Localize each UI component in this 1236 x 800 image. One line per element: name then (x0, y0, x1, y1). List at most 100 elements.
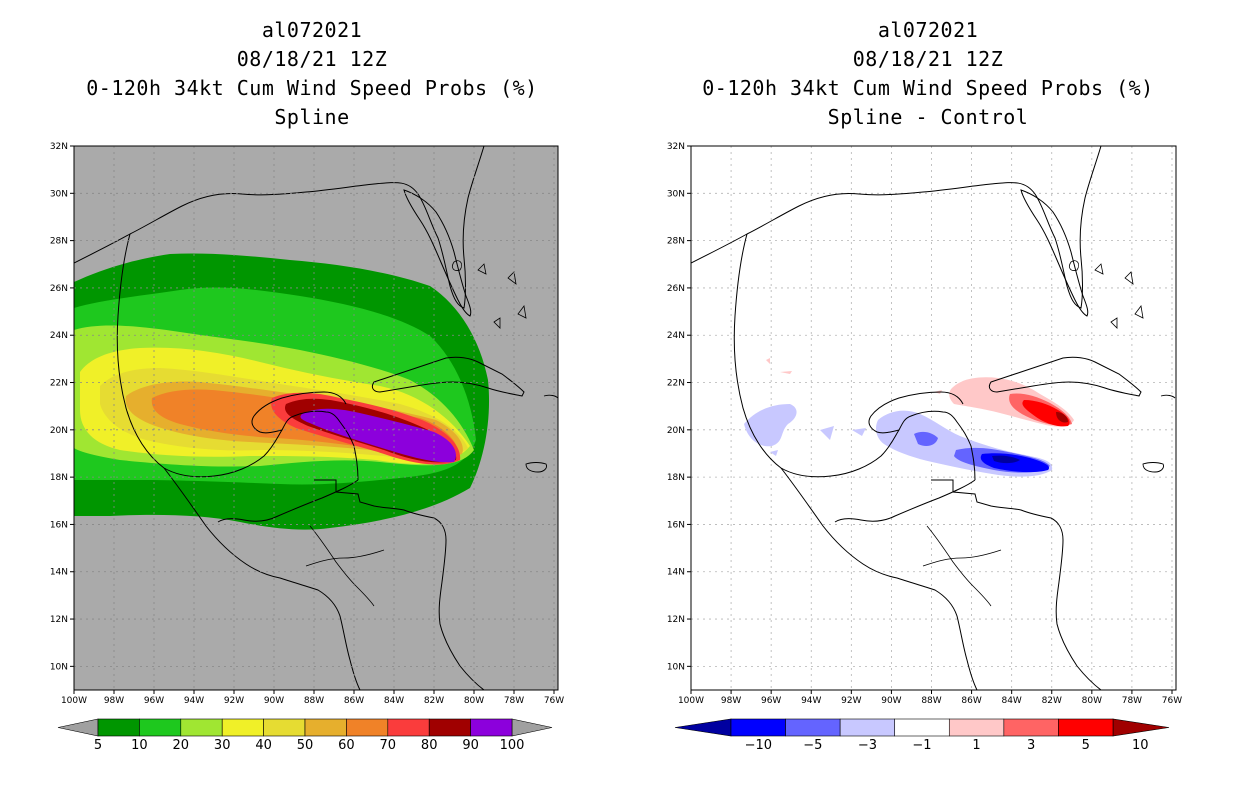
diff-contour-pos10 (1056, 412, 1068, 423)
right-x-tick-label: 78W (1122, 696, 1142, 706)
left-colorbar-label: 80 (421, 738, 438, 753)
left-probability-field (74, 253, 490, 530)
left-y-tick-label: 30N (50, 189, 68, 199)
right-map-plot: 100W 98W 96W 94W 92W 90W 88W 86W 84W 82W 80W 78W 76W… (667, 142, 1182, 706)
right-y-tick-label: 30N (667, 189, 685, 199)
right-x-tick-label: 76W (1162, 696, 1182, 706)
right-y-tick-label: 10N (667, 662, 685, 672)
left-colorbar-swatch (180, 718, 223, 737)
right-colorbar-swatch (785, 718, 841, 737)
left-y-tick-label: 16N (50, 520, 68, 530)
right-x-axis-ticks: 100W 98W 96W 94W 92W 90W 88W 86W 84W 82W 80W 78W 76W (678, 690, 1182, 706)
right-colorbar-label: −1 (912, 738, 931, 753)
left-x-tick-label: 98W (104, 696, 124, 706)
right-colorbar-swatch (948, 718, 1005, 737)
left-colorbar-label: 30 (214, 738, 231, 753)
right-colorbar-label: 5 (1082, 738, 1090, 753)
right-y-tick-label: 22N (667, 379, 685, 389)
left-x-tick-label: 82W (424, 696, 444, 706)
left-x-tick-label: 90W (264, 696, 284, 706)
left-colorbar-low-end (57, 718, 99, 737)
left-y-axis-ticks: 32N 30N 28N 26N 24N 22N 20N 18N 16N 14N 12N 10N (50, 142, 74, 672)
diff-contour-neg10 (992, 455, 1020, 464)
right-y-tick-label: 18N (667, 473, 685, 483)
right-colorbar-label: −5 (803, 738, 822, 753)
left-chart-title: 0-120h 34kt Cum Wind Speed Probs (%) (86, 76, 538, 100)
left-x-tick-label: 96W (144, 696, 164, 706)
left-map-frame (73, 145, 559, 691)
left-x-tick-label: 78W (504, 696, 524, 706)
right-colorbar-label: 1 (972, 738, 980, 753)
left-map-plot: 100W 98W 96W 94W 92W 90W 88W 86W 84W 82W 80W 78W 76W… (50, 142, 564, 706)
right-x-tick-label: 82W (1042, 696, 1062, 706)
left-x-tick-label: 100W (61, 696, 87, 706)
right-colorbar-low-end (674, 718, 732, 737)
left-y-tick-label: 24N (50, 331, 68, 341)
left-y-tick-label: 32N (50, 142, 68, 152)
right-x-tick-label: 84W (1001, 696, 1021, 706)
right-y-tick-label: 16N (667, 520, 685, 530)
right-colorbar-label: −3 (858, 738, 877, 753)
right-y-tick-label: 12N (667, 615, 685, 625)
left-colorbar-label: 40 (255, 738, 272, 753)
left-colorbar-swatch (97, 718, 140, 737)
right-colorbar-swatch (730, 718, 786, 737)
right-colorbar-high-end (1112, 718, 1170, 737)
right-x-tick-label: 92W (841, 696, 861, 706)
left-x-tick-label: 86W (344, 696, 364, 706)
right-x-tick-label: 88W (921, 696, 941, 706)
right-colorbar-swatch (839, 718, 896, 737)
left-colorbar-swatch (387, 718, 430, 737)
right-y-axis-ticks: 32N 30N 28N 26N 24N 22N 20N 18N 16N 14N 12N 10N (667, 142, 691, 672)
left-date: 08/18/21 12Z (236, 47, 388, 71)
right-colorbar-label: 10 (1132, 738, 1149, 753)
diff-contour-neg1-west (744, 404, 797, 447)
right-y-tick-label: 24N (667, 331, 685, 341)
left-colorbar-label: 100 (500, 738, 525, 753)
left-x-tick-label: 84W (384, 696, 404, 706)
left-x-tick-label: 80W (464, 696, 484, 706)
right-y-tick-label: 26N (667, 284, 685, 294)
left-x-axis-ticks: 100W 98W 96W 94W 92W 90W 88W 86W 84W 82W 80W 78W 76W (61, 690, 564, 706)
left-colorbar-swatch (470, 718, 513, 737)
left-y-tick-label: 14N (50, 568, 68, 578)
left-y-tick-label: 22N (50, 379, 68, 389)
left-storm-id: al072021 (261, 18, 363, 42)
left-y-tick-label: 12N (50, 615, 68, 625)
left-x-tick-label: 94W (184, 696, 204, 706)
left-colorbar-swatch (139, 718, 182, 737)
right-y-tick-label: 20N (667, 426, 685, 436)
right-x-tick-label: 100W (678, 696, 704, 706)
left-y-tick-label: 26N (50, 284, 68, 294)
left-colorbar: 5 10 20 30 40 50 60 70 80 90 100 (57, 718, 553, 753)
right-x-tick-label: 98W (721, 696, 741, 706)
right-colorbar: −10 −5 −3 −1 1 3 5 10 (674, 718, 1170, 753)
left-colorbar-label: 50 (297, 738, 314, 753)
left-colorbar-label: 5 (94, 738, 102, 753)
right-y-tick-label: 32N (667, 142, 685, 152)
left-colorbar-swatch (221, 718, 264, 737)
right-x-tick-label: 86W (961, 696, 981, 706)
left-x-tick-label: 88W (304, 696, 324, 706)
left-gridlines (74, 146, 558, 690)
right-colorbar-label: −10 (745, 738, 772, 753)
left-x-tick-label: 76W (544, 696, 564, 706)
left-colorbar-swatch (346, 718, 389, 737)
right-x-tick-label: 94W (801, 696, 821, 706)
right-y-tick-label: 28N (667, 237, 685, 247)
right-storm-id: al072021 (877, 18, 979, 42)
left-y-tick-label: 18N (50, 473, 68, 483)
left-x-tick-label: 92W (224, 696, 244, 706)
left-colorbar-label: 10 (131, 738, 148, 753)
left-colorbar-label: 60 (338, 738, 355, 753)
right-colorbar-swatch (1003, 718, 1059, 737)
left-colorbar-swatch (428, 718, 471, 737)
right-x-tick-label: 90W (881, 696, 901, 706)
left-colorbar-swatch (263, 718, 306, 737)
left-colorbar-label: 90 (462, 738, 479, 753)
right-difference-field (744, 358, 1074, 477)
right-colorbar-swatch (894, 718, 950, 737)
diff-contour-pos5 (1022, 400, 1070, 427)
left-chart-subtitle: Spline (274, 105, 350, 129)
